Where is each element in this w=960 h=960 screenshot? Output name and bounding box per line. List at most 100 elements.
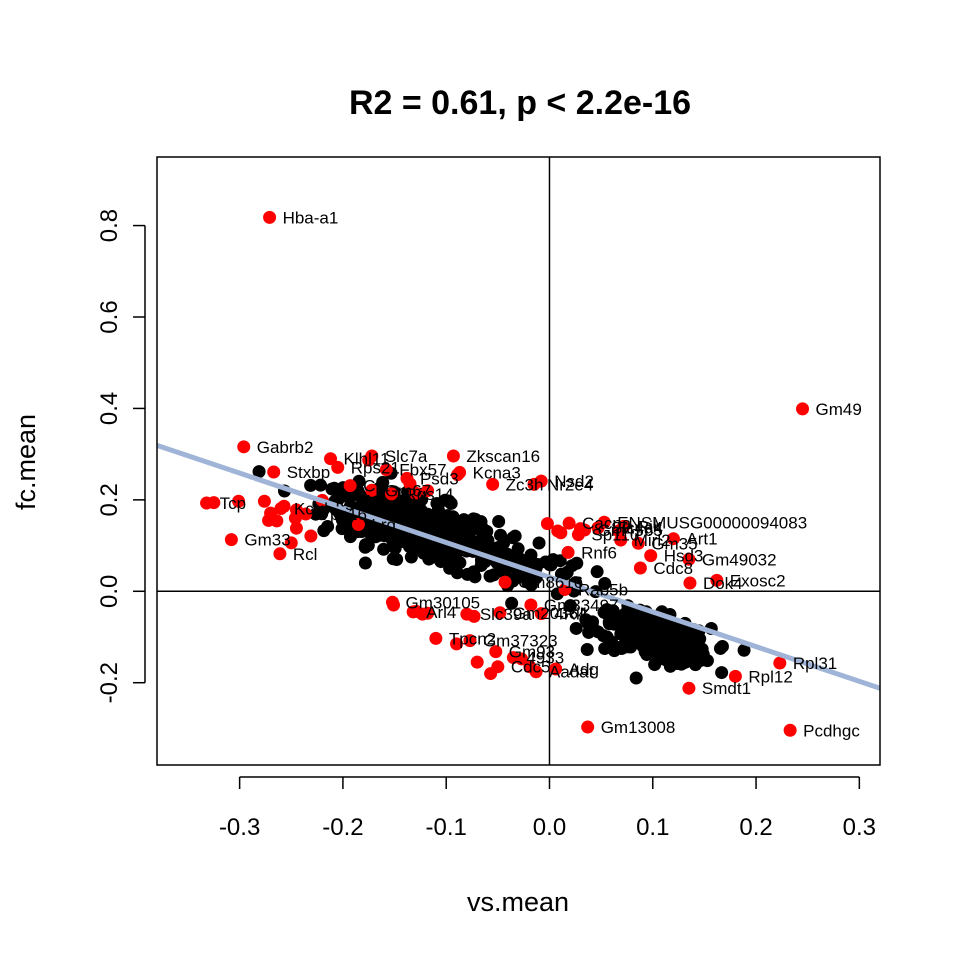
background-point [304, 478, 318, 492]
point-label: Exosc2 [730, 571, 786, 590]
highlight-point [631, 536, 645, 550]
background-point [483, 569, 497, 583]
highlight-point [682, 552, 696, 566]
highlight-point [284, 536, 298, 550]
point-label: Adg [569, 660, 599, 679]
highlight-point [573, 522, 587, 536]
highlight-point [267, 465, 281, 479]
background-point [522, 573, 536, 587]
background-point [658, 618, 672, 632]
highlight-point [463, 634, 477, 648]
point-label: Psd3 [420, 469, 459, 488]
point-label: Smdt1 [702, 679, 751, 698]
highlight-point [493, 606, 507, 620]
highlight-point [331, 460, 345, 474]
background-point [511, 542, 525, 556]
background-point [314, 478, 328, 492]
point-label: Cdc5 [511, 658, 551, 677]
point-label: Pcdhgc [803, 721, 860, 740]
highlight-point [489, 645, 503, 659]
background-point [343, 530, 357, 544]
highlight-point [710, 573, 724, 587]
highlight-point [257, 494, 271, 508]
highlight-point [273, 547, 287, 561]
x-tick-label: 0.0 [533, 814, 566, 841]
highlight-point [277, 499, 291, 513]
background-point [252, 465, 266, 479]
highlight-point [263, 210, 277, 224]
background-point [466, 512, 480, 526]
highlight-point [523, 660, 537, 674]
background-point [358, 556, 372, 570]
point-label: Gm30105 [405, 593, 480, 612]
highlight-point [562, 516, 576, 530]
x-tick-label: -0.3 [219, 814, 260, 841]
background-point [634, 613, 648, 627]
background-point [443, 561, 457, 575]
point-label: Cacna [582, 514, 632, 533]
point-label: Gm33497 [544, 596, 619, 615]
highlight-point [289, 521, 303, 535]
point-label: Aadat [549, 663, 594, 682]
highlight-point [783, 723, 797, 737]
background-point [715, 666, 729, 680]
point-label: Gm49 [816, 400, 862, 419]
x-tick-label: 0.2 [739, 814, 772, 841]
background-point [453, 556, 467, 570]
point-label: Itgb1 [335, 491, 373, 510]
point-label: Fbx57 [399, 461, 446, 480]
highlight-point [451, 468, 465, 482]
highlight-point [484, 667, 498, 681]
background-point [495, 541, 509, 555]
background-point [590, 565, 604, 579]
point-label: Rpl31 [793, 654, 837, 673]
point-label: 4933 [526, 649, 564, 668]
background-point [422, 552, 436, 566]
highlight-point [540, 517, 554, 531]
point-label: Rps21 [351, 458, 400, 477]
highlight-point [304, 529, 318, 543]
background-point [334, 510, 348, 524]
highlight-point [207, 496, 221, 510]
point-label: Dok4 [703, 574, 743, 593]
highlighted-points [200, 210, 810, 737]
background-point [444, 496, 458, 510]
background-point [600, 607, 614, 621]
point-label: Hsd3 [664, 547, 704, 566]
point-label: Lrg [371, 516, 396, 535]
highlight-point [682, 681, 696, 695]
y-axis-title: fc.mean [11, 414, 41, 510]
x-axis-title: vs.mean [467, 887, 569, 917]
highlight-point [549, 662, 563, 676]
highlight-point [728, 669, 742, 683]
point-label: Rpl12 [748, 667, 792, 686]
background-point [713, 641, 727, 655]
point-label: Arl4 [426, 603, 456, 622]
highlight-point [343, 479, 357, 493]
y-tick-label: 0.0 [96, 575, 123, 608]
y-tick-label: 0.4 [96, 392, 123, 425]
point-label: Gm49032 [702, 550, 777, 569]
highlight-point [237, 440, 251, 454]
highlight-point [561, 545, 575, 559]
point-label: Slc7a [385, 447, 428, 466]
point-label: Kctd [294, 500, 328, 519]
background-point [546, 553, 560, 567]
y-tick-label: 0.6 [96, 300, 123, 333]
highlight-point [524, 598, 538, 612]
background-point [374, 501, 388, 515]
highlight-point [591, 521, 605, 535]
background-point [384, 502, 398, 516]
point-label: Nr2e4 [547, 475, 593, 494]
point-label: Slc39a [480, 605, 533, 624]
x-tick-label: 0.1 [636, 814, 669, 841]
background-point [532, 536, 546, 550]
background-point [570, 556, 584, 570]
background-point [352, 487, 366, 501]
point-label: Mirl2 [634, 531, 671, 550]
point-label: Zkscan16 [466, 447, 540, 466]
point-label: Gm13008 [601, 718, 676, 737]
point-labels: Hba-a1 Gm49 Gabrb2 Klhl11 Zkscan16 Stxbp Kcna3… [220, 208, 862, 740]
highlight-point [365, 483, 379, 497]
x-tick-label: 0.3 [843, 814, 876, 841]
